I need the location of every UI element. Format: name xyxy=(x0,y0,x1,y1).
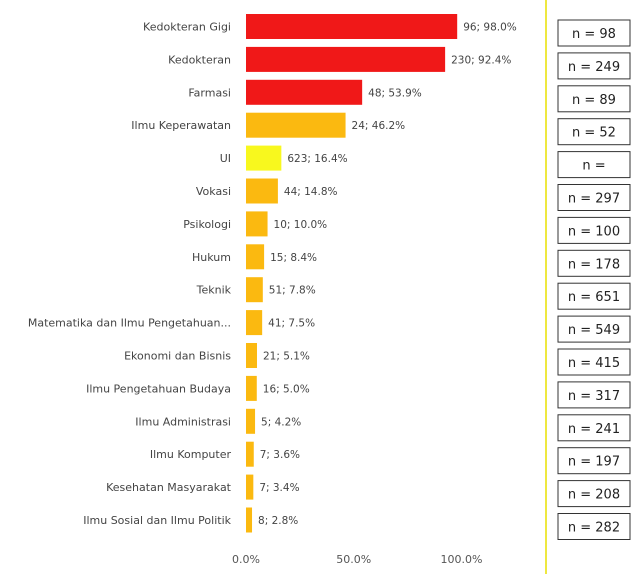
n-box-11 xyxy=(557,381,631,409)
n-label: n = 651 xyxy=(568,290,620,305)
n-box-6 xyxy=(557,216,631,244)
data-label: 5; 4.2% xyxy=(261,416,301,428)
data-label: 44; 14.8% xyxy=(284,186,338,198)
category-label: Kedokteran Gigi xyxy=(143,21,231,34)
category-label: Matematika dan Ilmu Pengetahuan... xyxy=(28,317,231,330)
bar-4 xyxy=(246,145,282,171)
n-box-13 xyxy=(557,447,631,475)
data-label: 24; 46.2% xyxy=(352,120,406,132)
n-box-1 xyxy=(557,52,631,80)
bar-10 xyxy=(246,343,257,368)
data-label: 15; 8.4% xyxy=(270,252,317,264)
n-label: n = xyxy=(582,159,605,174)
n-label: n = 100 xyxy=(568,224,620,239)
n-label: n = 98 xyxy=(572,27,616,42)
data-label: 7; 3.6% xyxy=(260,449,300,461)
category-label: Ilmu Komputer xyxy=(150,448,232,461)
bar-0 xyxy=(246,14,458,39)
n-label: n = 241 xyxy=(568,422,620,437)
n-box-2 xyxy=(557,85,631,113)
data-label: 16; 5.0% xyxy=(263,383,310,395)
bar-9 xyxy=(246,310,263,336)
bar-11 xyxy=(246,375,257,401)
category-label: Hukum xyxy=(192,251,231,264)
bar-8 xyxy=(246,277,263,303)
n-label: n = 297 xyxy=(568,192,620,207)
n-box-10 xyxy=(557,348,631,376)
n-box-8 xyxy=(557,282,631,310)
n-box-12 xyxy=(557,414,631,442)
data-label: 21; 5.1% xyxy=(263,351,310,363)
n-label: n = 282 xyxy=(568,521,620,536)
bar-1 xyxy=(246,46,446,72)
data-label: 8; 2.8% xyxy=(258,515,298,527)
n-box-9 xyxy=(557,315,631,343)
n-label: n = 317 xyxy=(568,389,620,404)
category-label: UI xyxy=(220,152,231,165)
bar-3 xyxy=(246,112,346,138)
x-tick-label: 0.0% xyxy=(232,553,260,566)
n-label: n = 197 xyxy=(568,455,620,470)
category-label: Ilmu Keperawatan xyxy=(131,119,231,132)
category-label: Ekonomi dan Bisnis xyxy=(124,350,231,363)
category-label: Ilmu Administrasi xyxy=(135,415,231,428)
bar-5 xyxy=(246,178,278,204)
n-label: n = 52 xyxy=(572,126,616,141)
n-box-7 xyxy=(557,249,631,277)
bar-7 xyxy=(246,244,265,270)
category-label: Kedokteran xyxy=(168,53,231,66)
n-label: n = 549 xyxy=(568,323,620,338)
data-label: 41; 7.5% xyxy=(268,318,315,330)
data-label: 623; 16.4% xyxy=(287,153,347,165)
n-label: n = 89 xyxy=(572,93,616,108)
n-box-0 xyxy=(557,19,631,47)
bar-14 xyxy=(246,474,254,500)
category-label: Farmasi xyxy=(188,86,231,99)
bar-6 xyxy=(246,211,268,237)
n-box-5 xyxy=(557,184,631,211)
data-label: 48; 53.9% xyxy=(368,87,422,99)
data-label: 96; 98.0% xyxy=(463,22,517,34)
n-label: n = 208 xyxy=(568,488,620,503)
category-label: Psikologi xyxy=(183,218,231,231)
category-label: Ilmu Sosial dan Ilmu Politik xyxy=(83,514,231,527)
x-tick-label: 50.0% xyxy=(336,553,371,566)
n-label: n = 415 xyxy=(568,356,620,371)
category-label: Teknik xyxy=(196,284,232,297)
category-label: Kesehatan Masyarakat xyxy=(106,481,232,494)
data-label: 7; 3.4% xyxy=(259,482,299,494)
data-label: 10; 10.0% xyxy=(274,219,328,231)
data-label: 230; 92.4% xyxy=(451,54,511,66)
n-box-4 xyxy=(557,151,631,179)
x-tick-label: 100.0% xyxy=(441,553,483,566)
n-box-14 xyxy=(557,480,631,508)
bar-13 xyxy=(246,441,254,467)
bar-2 xyxy=(246,79,363,105)
n-box-15 xyxy=(557,513,631,540)
n-label: n = 249 xyxy=(568,60,620,75)
n-label: n = 178 xyxy=(568,257,620,272)
category-label: Vokasi xyxy=(196,185,231,198)
data-label: 51; 7.8% xyxy=(269,285,316,297)
bar-12 xyxy=(246,408,256,434)
category-label: Ilmu Pengetahuan Budaya xyxy=(86,382,231,395)
n-box-3 xyxy=(557,118,631,146)
bar-15 xyxy=(246,507,253,533)
